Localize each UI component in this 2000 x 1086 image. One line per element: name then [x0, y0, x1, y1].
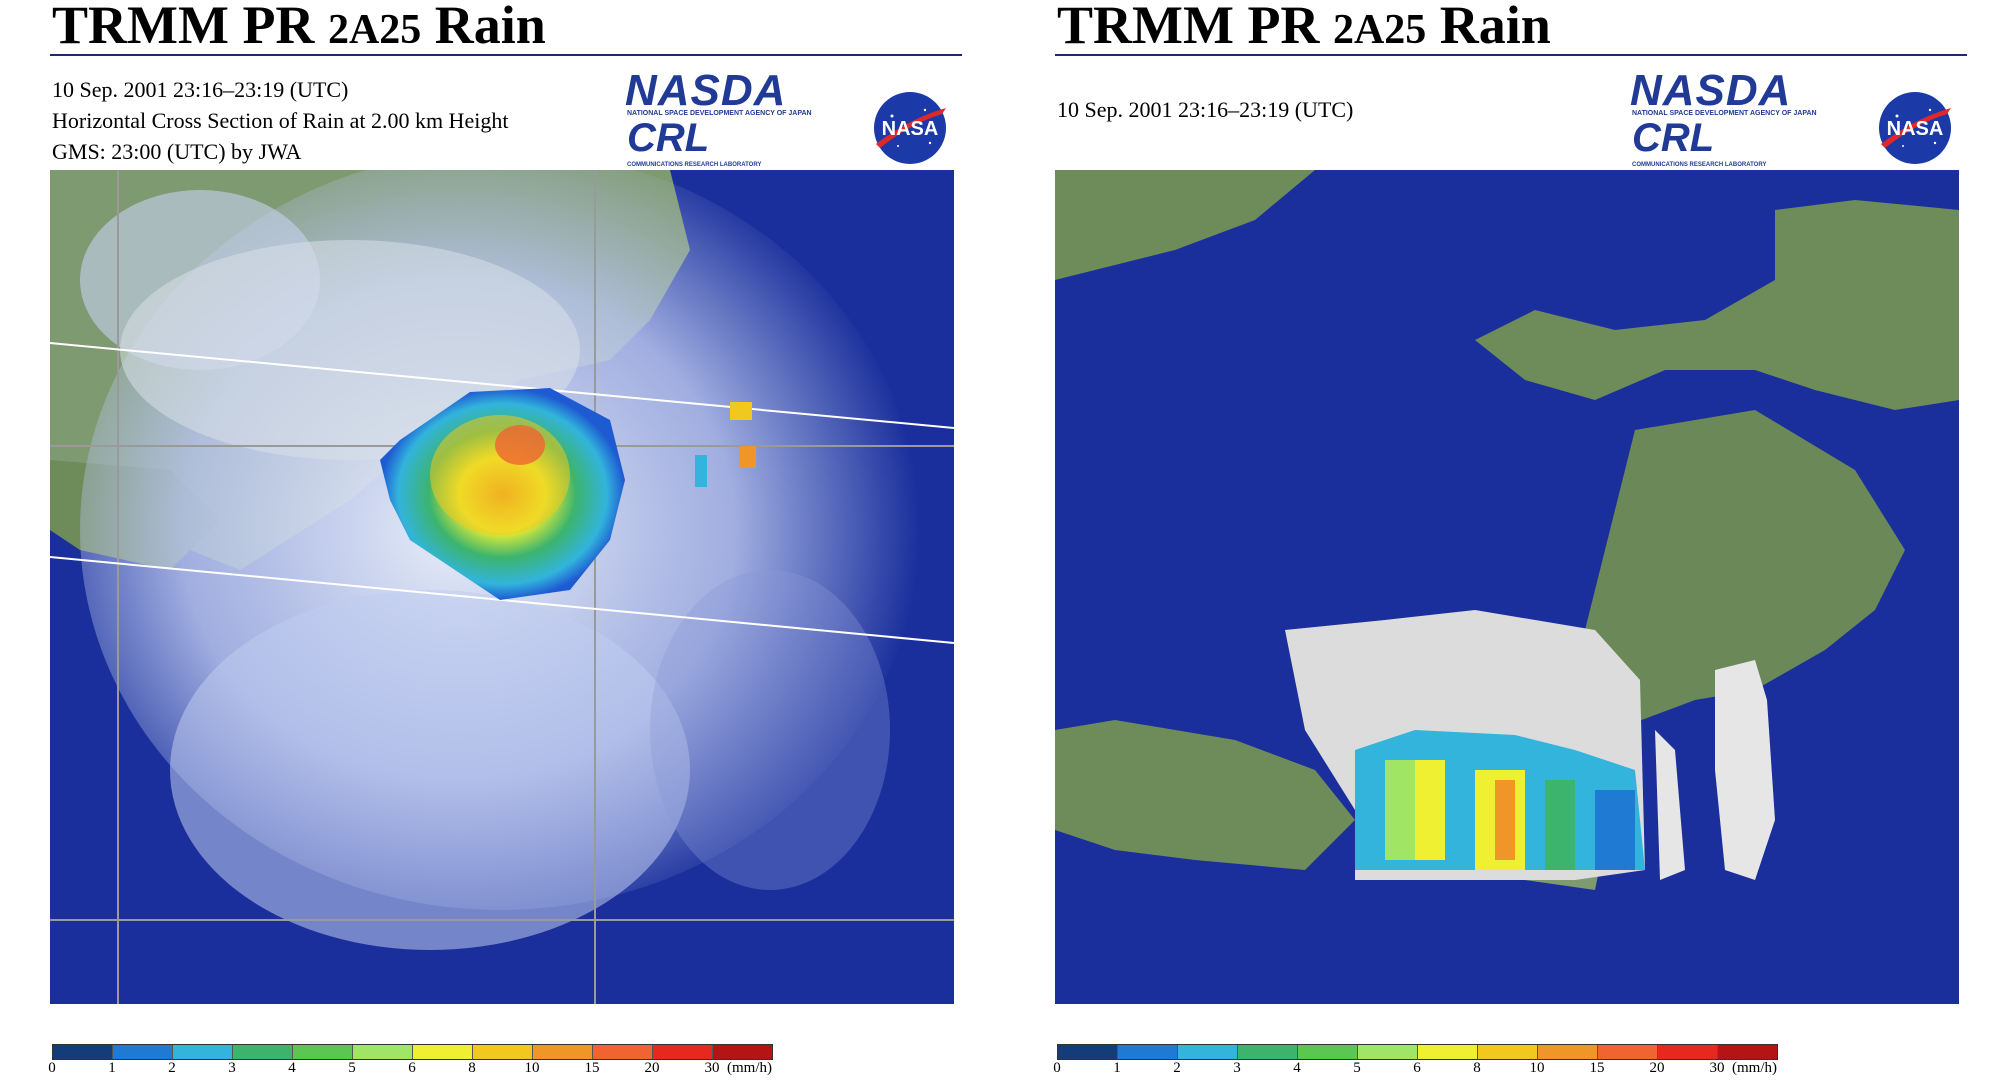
legend-swatch	[293, 1045, 353, 1059]
legend-swatch	[173, 1045, 233, 1059]
nasda-subtext: NATIONAL SPACE DEVELOPMENT AGENCY OF JAP…	[627, 110, 812, 117]
legend-tick: 30	[1709, 1060, 1725, 1076]
legend-unit: (mm/h)	[727, 1060, 772, 1076]
legend-tick: 1	[1113, 1060, 1121, 1076]
legend-tick: 30	[704, 1060, 720, 1076]
legend-colorbar	[1057, 1044, 1778, 1060]
info-line-date: 10 Sep. 2001 23:16–23:19 (UTC)	[1057, 97, 1354, 122]
legend-tick: 2	[1173, 1060, 1181, 1076]
crl-subtext: COMMUNICATIONS RESEARCH LABORATORY	[1632, 162, 1767, 168]
legend-unit: (mm/h)	[1732, 1060, 1777, 1076]
legend-tick: 1	[108, 1060, 116, 1076]
legend-swatch	[113, 1045, 173, 1059]
title-rule	[1055, 54, 1967, 56]
legend-tick: 3	[1233, 1060, 1241, 1076]
legend-tick: 20	[644, 1060, 660, 1076]
legend-swatch	[653, 1045, 713, 1059]
svg-text:NASA: NASA	[882, 118, 939, 140]
legend-tick: 6	[408, 1060, 416, 1076]
horizontal-rain-map	[50, 170, 954, 1004]
nasda-crl-logo: NASDA NATIONAL SPACE DEVELOPMENT AGENCY …	[1630, 66, 1870, 170]
title-rule	[50, 54, 962, 56]
panel-title: TRMM PR 2A25 Rain	[52, 0, 546, 55]
legend-swatch	[1298, 1045, 1358, 1059]
crl-subtext: COMMUNICATIONS RESEARCH LABORATORY	[627, 162, 762, 168]
info-block: 10 Sep. 2001 23:16–23:19 (UTC) Horizonta…	[52, 74, 508, 167]
legend-tick: 10	[1529, 1060, 1545, 1076]
legend-tick: 5	[348, 1060, 356, 1076]
legend-tick: 8	[468, 1060, 476, 1076]
legend-swatch	[1058, 1045, 1118, 1059]
info-block: 10 Sep. 2001 23:16–23:19 (UTC)	[1057, 94, 1353, 125]
legend-swatch	[53, 1045, 113, 1059]
right-panel: TRMM PR 2A25 Rain 10 Sep. 2001 23:16–23:…	[1053, 0, 1975, 1086]
nasda-subtext: NATIONAL SPACE DEVELOPMENT AGENCY OF JAP…	[1632, 110, 1817, 117]
legend-swatch	[1598, 1045, 1658, 1059]
crl-wordmark: CRL	[1632, 116, 1715, 160]
legend-colorbar	[52, 1044, 773, 1060]
legend-swatch	[413, 1045, 473, 1059]
legend-tick: 2	[168, 1060, 176, 1076]
crl-wordmark: CRL	[627, 116, 710, 160]
nasa-logo: NASA	[1875, 88, 1955, 168]
legend-swatch	[1538, 1045, 1598, 1059]
3d-rain-view	[1055, 170, 1959, 1004]
legend-swatch	[1478, 1045, 1538, 1059]
legend-swatch	[1358, 1045, 1418, 1059]
left-panel: TRMM PR 2A25 Rain 10 Sep. 2001 23:16–23:…	[48, 0, 970, 1086]
legend-tick: 0	[1053, 1060, 1061, 1076]
legend-swatch	[1418, 1045, 1478, 1059]
legend-tick: 5	[1353, 1060, 1361, 1076]
legend-tick: 10	[524, 1060, 540, 1076]
legend-tick: 15	[584, 1060, 600, 1076]
svg-text:NASA: NASA	[1887, 118, 1944, 140]
nasa-logo: NASA	[870, 88, 950, 168]
legend-swatch	[713, 1045, 772, 1059]
info-line-date: 10 Sep. 2001 23:16–23:19 (UTC)	[52, 77, 349, 102]
legend-swatch	[1118, 1045, 1178, 1059]
legend-swatch	[1238, 1045, 1298, 1059]
legend-tick: 4	[288, 1060, 296, 1076]
rain-rate-legend: 0 1 2 3 4 5 6 8 10 15 20 30 (mm/h)	[48, 1044, 773, 1084]
legend-tick: 8	[1473, 1060, 1481, 1076]
legend-tick: 4	[1293, 1060, 1301, 1076]
legend-swatch	[1178, 1045, 1238, 1059]
nasda-wordmark: NASDA	[625, 66, 787, 115]
legend-tick: 6	[1413, 1060, 1421, 1076]
legend-swatch	[353, 1045, 413, 1059]
nasda-crl-logo: NASDA NATIONAL SPACE DEVELOPMENT AGENCY …	[625, 66, 865, 170]
legend-tick: 0	[48, 1060, 56, 1076]
legend-swatch	[593, 1045, 653, 1059]
legend-tick: 20	[1649, 1060, 1665, 1076]
legend-tick: 3	[228, 1060, 236, 1076]
rain-rate-legend: 0 1 2 3 4 5 6 8 10 15 20 30 (mm/h)	[1053, 1044, 1778, 1084]
panel-title: TRMM PR 2A25 Rain	[1057, 0, 1551, 55]
legend-swatch	[233, 1045, 293, 1059]
legend-swatch	[1718, 1045, 1777, 1059]
legend-swatch	[473, 1045, 533, 1059]
legend-swatch	[533, 1045, 593, 1059]
legend-tick: 15	[1589, 1060, 1605, 1076]
info-line-gms: GMS: 23:00 (UTC) by JWA	[52, 139, 302, 164]
legend-swatch	[1658, 1045, 1718, 1059]
info-line-section: Horizontal Cross Section of Rain at 2.00…	[52, 108, 509, 133]
nasda-wordmark: NASDA	[1630, 66, 1792, 115]
